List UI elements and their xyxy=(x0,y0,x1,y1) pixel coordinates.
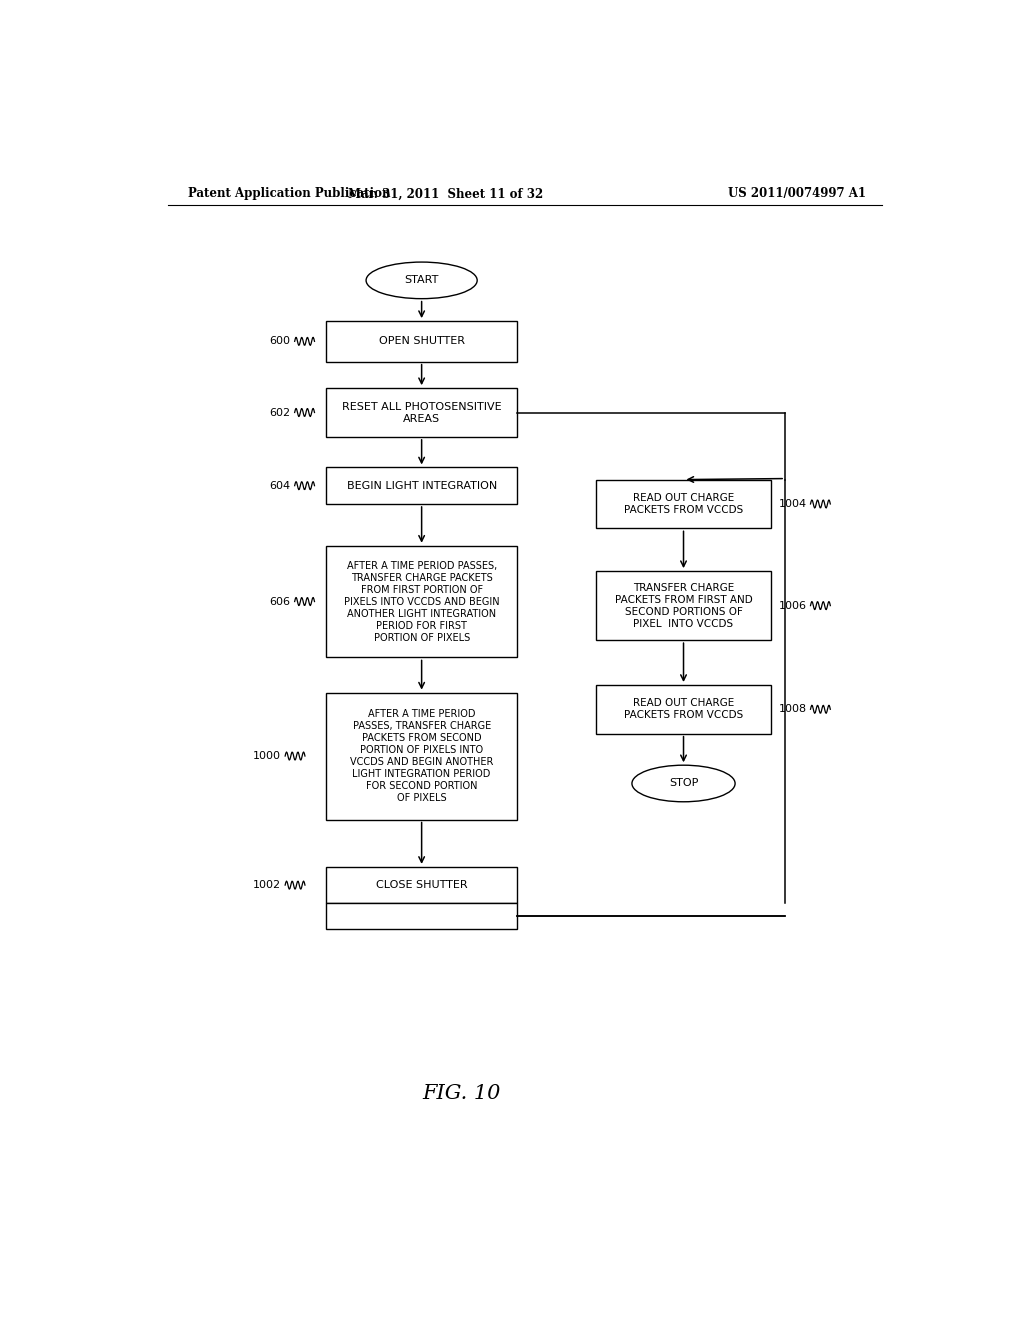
Text: START: START xyxy=(404,276,439,285)
Text: 1006: 1006 xyxy=(778,601,807,611)
Text: READ OUT CHARGE
PACKETS FROM VCCDS: READ OUT CHARGE PACKETS FROM VCCDS xyxy=(624,492,743,515)
Ellipse shape xyxy=(366,263,477,298)
Text: Mar. 31, 2011  Sheet 11 of 32: Mar. 31, 2011 Sheet 11 of 32 xyxy=(348,187,543,201)
FancyBboxPatch shape xyxy=(596,685,771,734)
FancyBboxPatch shape xyxy=(327,693,517,820)
FancyBboxPatch shape xyxy=(327,388,517,437)
FancyBboxPatch shape xyxy=(327,867,517,903)
FancyBboxPatch shape xyxy=(596,479,771,528)
Text: AFTER A TIME PERIOD
PASSES, TRANSFER CHARGE
PACKETS FROM SECOND
PORTION OF PIXEL: AFTER A TIME PERIOD PASSES, TRANSFER CHA… xyxy=(350,709,494,803)
FancyBboxPatch shape xyxy=(327,467,517,504)
Text: OPEN SHUTTER: OPEN SHUTTER xyxy=(379,337,465,346)
Text: READ OUT CHARGE
PACKETS FROM VCCDS: READ OUT CHARGE PACKETS FROM VCCDS xyxy=(624,698,743,721)
Text: 600: 600 xyxy=(269,337,291,346)
Text: 1000: 1000 xyxy=(253,751,282,762)
Text: 602: 602 xyxy=(269,408,291,417)
Text: 604: 604 xyxy=(269,480,291,491)
Text: STOP: STOP xyxy=(669,779,698,788)
FancyBboxPatch shape xyxy=(327,321,517,362)
Text: Patent Application Publication: Patent Application Publication xyxy=(187,187,390,201)
FancyBboxPatch shape xyxy=(596,572,771,640)
Text: 1002: 1002 xyxy=(253,880,282,890)
FancyBboxPatch shape xyxy=(327,903,517,929)
Text: TRANSFER CHARGE
PACKETS FROM FIRST AND
SECOND PORTIONS OF
PIXEL  INTO VCCDS: TRANSFER CHARGE PACKETS FROM FIRST AND S… xyxy=(614,582,753,628)
Text: US 2011/0074997 A1: US 2011/0074997 A1 xyxy=(728,187,866,201)
Text: 606: 606 xyxy=(269,597,291,607)
Text: FIG. 10: FIG. 10 xyxy=(422,1084,501,1104)
Ellipse shape xyxy=(632,766,735,801)
Text: 1008: 1008 xyxy=(778,705,807,714)
Text: RESET ALL PHOTOSENSITIVE
AREAS: RESET ALL PHOTOSENSITIVE AREAS xyxy=(342,401,502,424)
Text: CLOSE SHUTTER: CLOSE SHUTTER xyxy=(376,880,467,890)
Text: AFTER A TIME PERIOD PASSES,
TRANSFER CHARGE PACKETS
FROM FIRST PORTION OF
PIXELS: AFTER A TIME PERIOD PASSES, TRANSFER CHA… xyxy=(344,561,500,643)
Text: 1004: 1004 xyxy=(778,499,807,510)
Text: BEGIN LIGHT INTEGRATION: BEGIN LIGHT INTEGRATION xyxy=(346,480,497,491)
FancyBboxPatch shape xyxy=(327,545,517,657)
